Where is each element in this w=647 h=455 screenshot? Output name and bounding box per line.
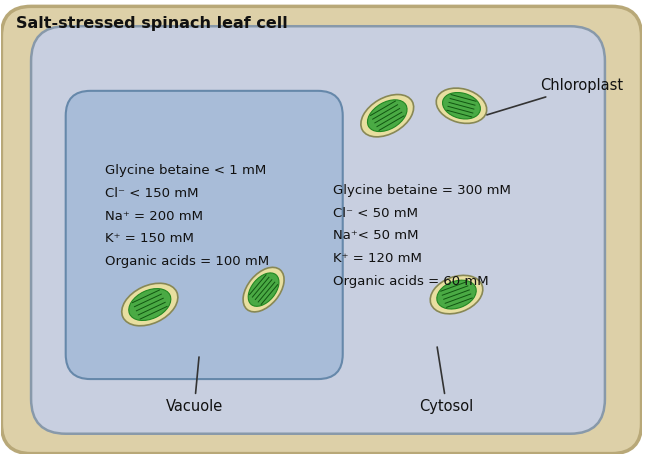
Text: Organic acids = 60 mM: Organic acids = 60 mM [333,275,488,288]
Text: Organic acids = 100 mM: Organic acids = 100 mM [105,255,269,268]
Text: Na⁺ = 200 mM: Na⁺ = 200 mM [105,210,203,222]
FancyBboxPatch shape [31,26,605,434]
Ellipse shape [436,88,487,123]
Ellipse shape [443,92,480,119]
Ellipse shape [122,283,178,326]
Ellipse shape [243,268,284,312]
Ellipse shape [248,273,279,306]
Ellipse shape [437,280,476,309]
Text: Chloroplast: Chloroplast [487,78,624,115]
Text: Vacuole: Vacuole [166,357,223,414]
Text: Na⁺< 50 mM: Na⁺< 50 mM [333,229,419,243]
Text: Glycine betaine < 1 mM: Glycine betaine < 1 mM [105,164,267,177]
Text: Cl⁻ < 50 mM: Cl⁻ < 50 mM [333,207,418,220]
Text: K⁺ = 120 mM: K⁺ = 120 mM [333,253,422,265]
Ellipse shape [361,95,413,137]
Text: K⁺ = 150 mM: K⁺ = 150 mM [105,233,194,245]
Ellipse shape [430,275,483,314]
Text: Salt-stressed spinach leaf cell: Salt-stressed spinach leaf cell [16,16,288,31]
Text: Cytosol: Cytosol [419,347,474,414]
Ellipse shape [129,288,171,320]
Text: Cl⁻ < 150 mM: Cl⁻ < 150 mM [105,187,199,200]
Text: Glycine betaine = 300 mM: Glycine betaine = 300 mM [333,184,510,197]
FancyBboxPatch shape [66,91,343,379]
FancyBboxPatch shape [1,6,642,454]
Ellipse shape [367,100,407,131]
